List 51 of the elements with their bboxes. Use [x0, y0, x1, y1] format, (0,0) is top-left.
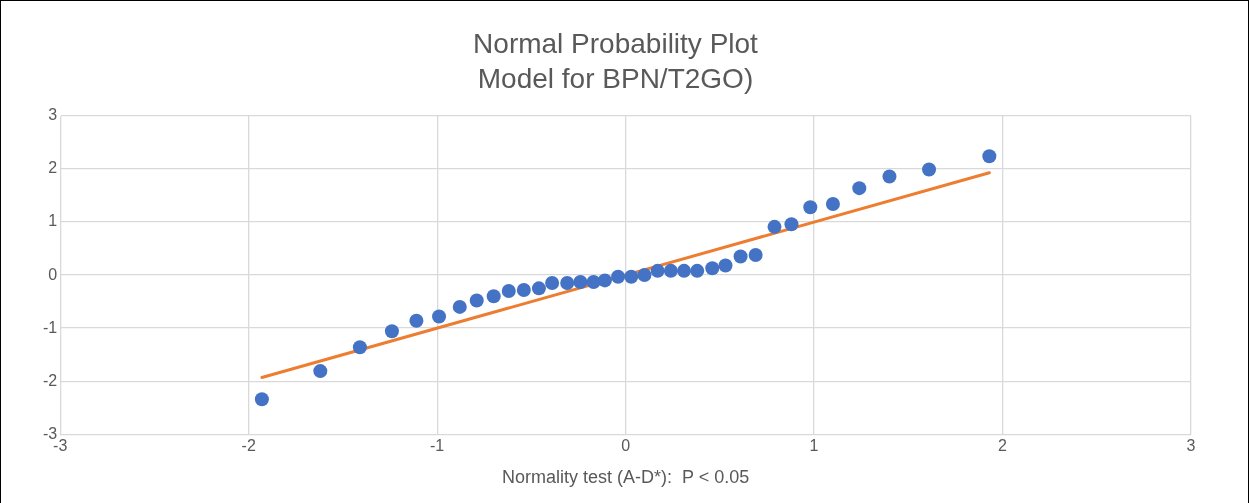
point: [663, 263, 678, 278]
point: [560, 276, 575, 291]
point: [803, 200, 818, 215]
point: [531, 281, 546, 296]
chart-title: Normal Probability Plot: [473, 28, 759, 60]
y-tick-label: 2: [48, 159, 58, 177]
x-tick-label: -2: [241, 437, 256, 455]
point: [733, 249, 748, 264]
y-tick-label: 1: [48, 212, 58, 230]
y-tick-label: -2: [42, 371, 58, 389]
x-tick-label: -1: [430, 437, 445, 455]
point: [677, 263, 692, 278]
point: [882, 169, 897, 184]
point: [254, 392, 269, 407]
y-tick-label: 3: [48, 106, 58, 124]
y-tick-label: -1: [42, 318, 58, 336]
x-tick-label: 0: [621, 437, 631, 455]
point: [469, 293, 484, 308]
point: [922, 162, 937, 177]
point: [650, 263, 665, 278]
point: [784, 217, 799, 232]
point: [313, 364, 328, 379]
point: [982, 149, 997, 164]
y-tick-label: -3: [42, 424, 58, 442]
point: [352, 340, 367, 355]
point: [690, 263, 705, 278]
point: [624, 269, 639, 284]
point: [852, 181, 867, 196]
point: [611, 269, 626, 284]
x-tick-label: 2: [998, 437, 1008, 455]
point: [545, 276, 560, 291]
point: [825, 197, 840, 212]
point: [452, 299, 467, 314]
point: [501, 284, 516, 299]
point: [597, 273, 612, 288]
point: [767, 219, 782, 234]
x-tick-label: 3: [1186, 437, 1196, 455]
point: [516, 282, 531, 297]
x-tick-label: 1: [809, 437, 819, 455]
point: [573, 274, 588, 289]
point: [637, 268, 652, 283]
point: [705, 261, 720, 276]
x-axis-title: Normality test (A-D*): P < 0.05: [501, 467, 750, 488]
point: [718, 258, 733, 273]
point: [748, 247, 763, 262]
point: [409, 313, 424, 328]
point: [432, 309, 447, 324]
point: [486, 289, 501, 304]
point: [384, 324, 399, 339]
chart-subtitle: Model for BPN/T2GO): [477, 63, 754, 95]
y-tick-label: 0: [48, 265, 58, 283]
